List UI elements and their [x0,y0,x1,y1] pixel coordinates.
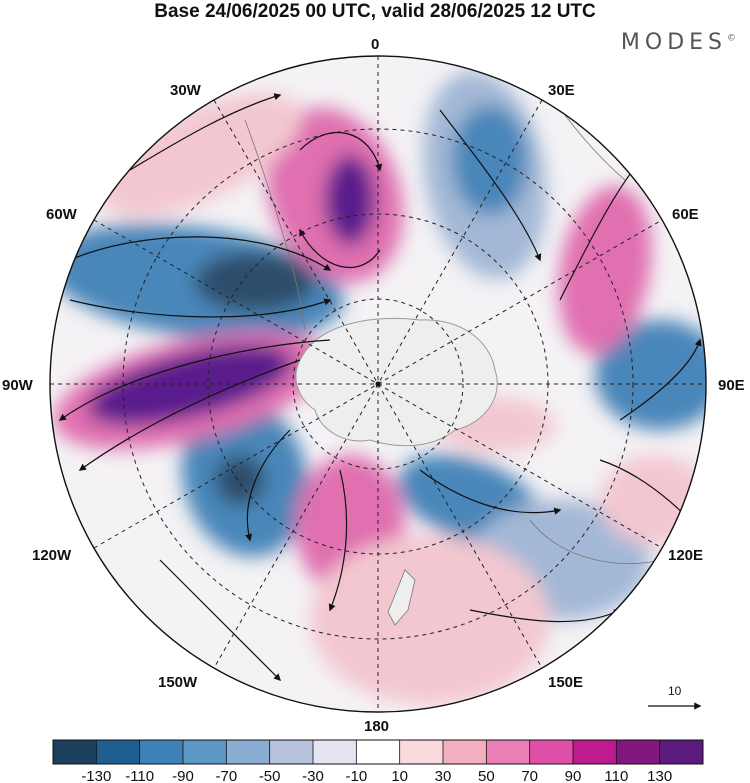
lon-label-150w: 150W [158,674,198,691]
colorbar-swatch [356,740,401,764]
anomaly-positive-core-2 [325,155,375,245]
colorbar-swatch [659,740,704,764]
south-pole-dot [375,381,381,387]
colorbar-swatch [183,740,227,764]
colorbar-swatch [529,740,574,764]
colorbar-swatch [573,740,617,764]
lon-label-30e: 30E [548,82,575,99]
colorbar-swatch [443,740,487,764]
map-frame [49,55,707,713]
anomaly-positive-south-indian [558,185,652,355]
colorbar-tick-label: 30 [434,768,452,783]
colorbar-swatch [53,740,97,764]
colorbar-swatch [486,740,531,764]
colorbar-tick-label: -90 [172,768,194,783]
new-zealand-outline [387,569,416,626]
colorbar-tick-label: -110 [125,768,155,783]
lon-label-0: 0 [371,36,380,53]
colorbar-tick-label: -70 [215,768,238,783]
colorbar-swatch [96,740,141,764]
colorbar-tick-label: -30 [302,768,324,783]
colorbar-tick-label: -10 [345,768,368,783]
colorbar-swatch [399,740,444,764]
brand-mark: © [727,33,736,44]
colorbar-frame [52,739,704,765]
colorbar-tick-label: 70 [521,768,538,783]
anomaly-negative-indian [595,320,706,430]
lon-label-120w: 120W [32,547,72,564]
reference-vector-label: 10 [668,684,682,698]
colorbar-tick-label: 130 [647,768,673,783]
anomaly-positive-south-pacific [310,535,550,705]
colorbar-swatch [139,740,184,764]
lon-label-30w: 30W [170,82,201,99]
field-layer [50,56,706,712]
lon-label-90e: 90E [718,377,745,394]
colorbar-tick-label: 50 [477,768,495,783]
anomaly-negative-core-2 [452,105,528,215]
colorbar-swatch [226,740,271,764]
antarctica-landmass [295,317,498,447]
anomaly-shading [50,71,706,705]
anomaly-negative-core-3 [215,455,265,505]
anomaly-positive-south-america [98,93,302,217]
colorbar-swatch [313,740,357,764]
lon-label-120e: 120E [668,547,704,564]
colorbar-tick-label: -50 [258,768,281,783]
colorbar-tick-label: 90 [564,768,582,783]
lon-label-150e: 150E [548,674,584,691]
anomaly-positive-australia [600,455,706,545]
chart-title: Base 24/06/2025 00 UTC, valid 28/06/2025… [154,1,596,22]
lon-label-90w: 90W [2,377,33,394]
colorbar [52,739,704,765]
colorbar-tick-label: 110 [604,768,629,783]
colorbar-swatch [269,740,314,764]
brand-logo: MODES© [621,30,736,55]
lon-label-180: 180 [364,718,390,735]
colorbar-swatch [616,740,661,764]
lon-label-60w: 60W [46,206,77,223]
anomaly-negative-core-1 [195,252,315,312]
colorbar-tick-label: -130 [81,768,112,783]
brand-name: MODES [620,30,727,55]
south-america-coastline [244,119,306,331]
lon-label-60e: 60E [672,206,699,223]
anomaly-positive-core-1 [87,344,293,426]
colorbar-tick-label: 10 [391,768,408,783]
